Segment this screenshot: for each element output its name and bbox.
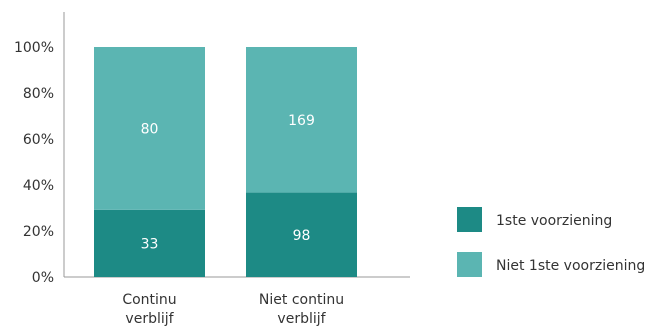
legend-swatch [457,207,482,232]
category-label: Continu verblijf [122,292,176,327]
y-tick-label: 80% [23,86,54,102]
category-label: Niet continu verblijf [259,292,344,327]
data-label: 98 [293,228,311,244]
y-tick-label: 40% [23,178,54,194]
y-tick-label: 20% [23,224,54,240]
bar-segment-not-first [246,47,357,193]
bars-group [94,47,357,277]
bar-segment-first [246,192,357,277]
category-labels-group: Continu verblijf Niet continu verblijf [122,292,344,327]
y-axis-ticks: 0% 20% 40% 60% 80% 100% [14,40,54,286]
y-tick-label: 0% [32,270,54,286]
bar-segment-not-first [94,47,205,210]
legend-label: 1ste voorziening [496,213,612,229]
legend-swatch [457,252,482,277]
data-label: 80 [141,121,159,137]
y-tick-label: 60% [23,132,54,148]
data-label: 33 [141,236,159,252]
bar-segment-first [94,209,205,277]
y-tick-label: 100% [14,40,54,56]
legend: 1ste voorziening Niet 1ste voorziening [457,207,645,277]
legend-label: Niet 1ste voorziening [496,258,645,274]
data-labels-group: 33 80 98 169 [141,113,315,253]
data-label: 169 [288,113,315,129]
